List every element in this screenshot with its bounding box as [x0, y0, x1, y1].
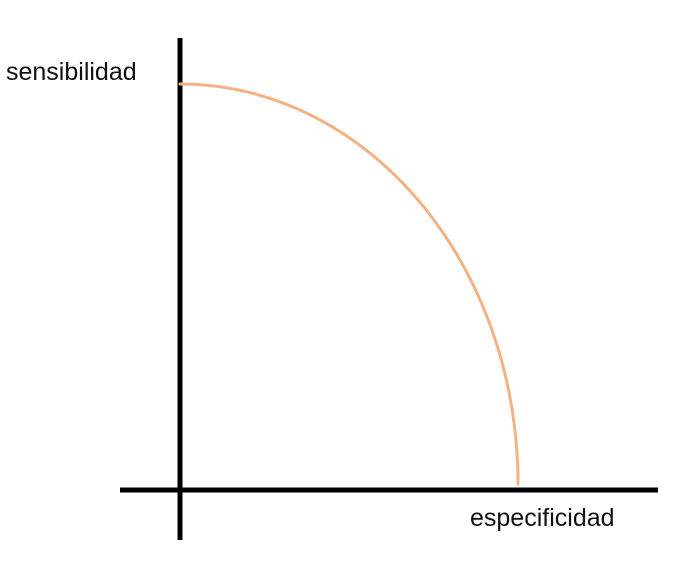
sensitivity-specificity-curve: [178, 82, 520, 486]
y-axis-label: sensibilidad: [6, 58, 137, 86]
x-axis-label: especificidad: [470, 504, 615, 532]
